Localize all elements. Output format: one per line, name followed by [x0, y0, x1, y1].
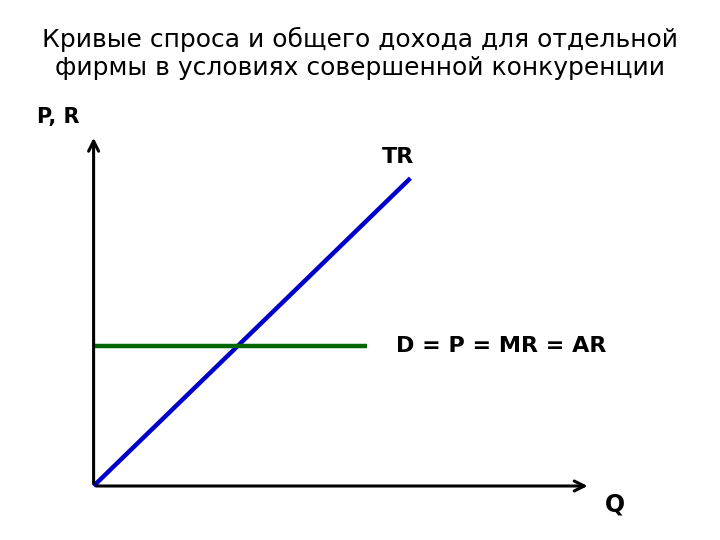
Text: Q: Q	[605, 492, 625, 516]
Text: TR: TR	[382, 147, 414, 167]
Text: Кривые спроса и общего дохода для отдельной
фирмы в условиях совершенной конкуре: Кривые спроса и общего дохода для отдель…	[42, 27, 678, 80]
Text: P, R: P, R	[37, 107, 79, 127]
Text: D = P = MR = AR: D = P = MR = AR	[396, 335, 606, 356]
